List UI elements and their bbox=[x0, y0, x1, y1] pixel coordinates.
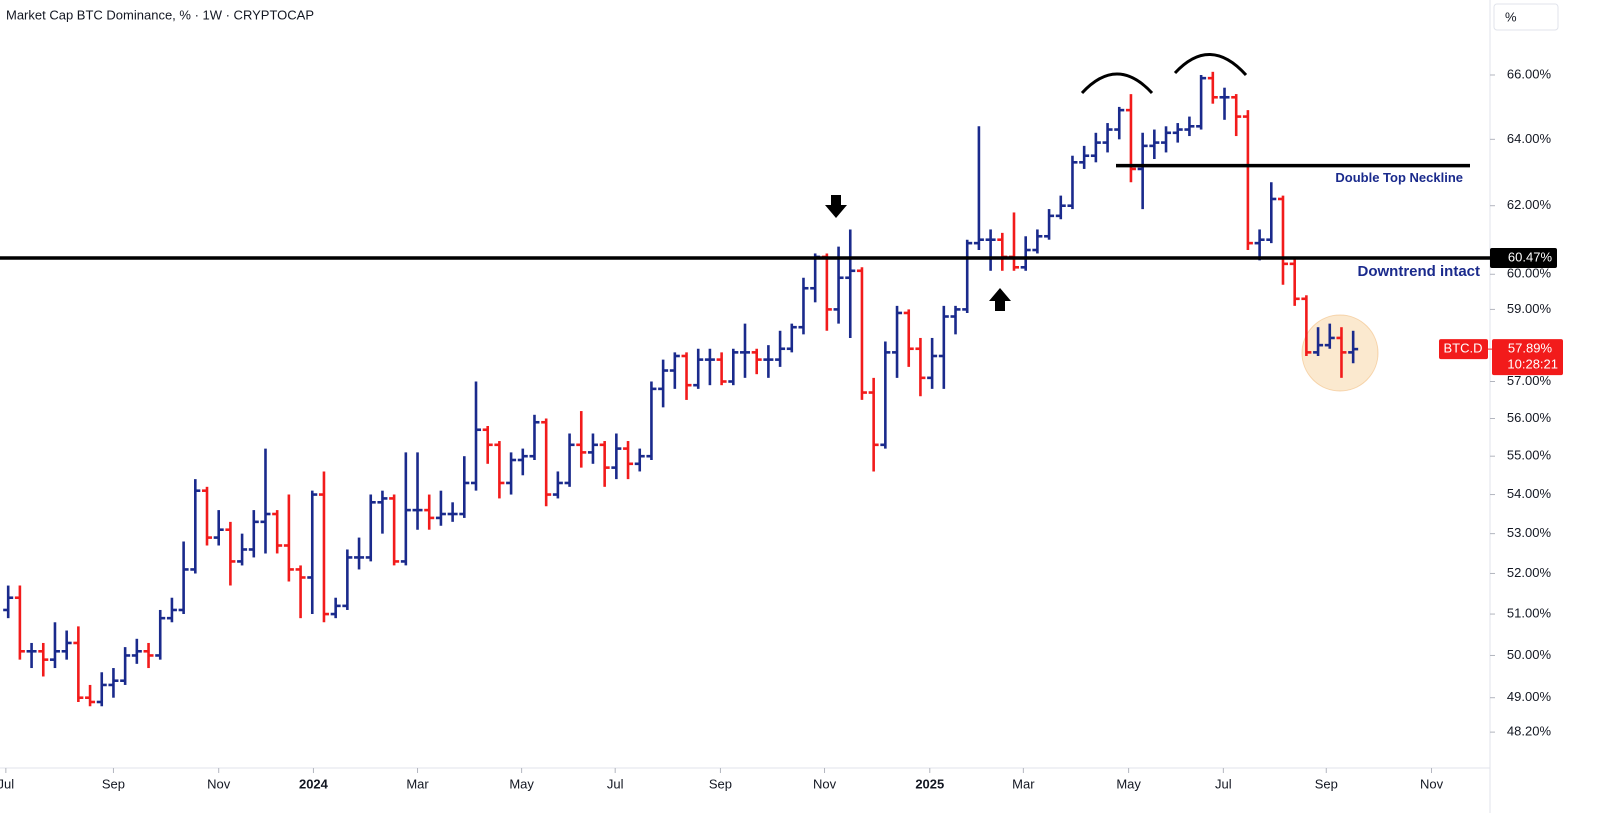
y-tick-label: 52.00% bbox=[1507, 565, 1552, 580]
y-tick-label: 66.00% bbox=[1507, 66, 1552, 81]
y-tick-label: 53.00% bbox=[1507, 525, 1552, 540]
x-tick-label: 2024 bbox=[299, 776, 329, 791]
top-arc bbox=[1173, 53, 1248, 77]
axis-unit[interactable]: % bbox=[1505, 9, 1517, 24]
neckline-label: Double Top Neckline bbox=[1335, 170, 1463, 185]
down-arrow bbox=[825, 195, 847, 218]
x-tick-label: Sep bbox=[709, 776, 732, 791]
x-tick-label: Jul bbox=[0, 776, 14, 791]
x-tick-label: Mar bbox=[406, 776, 429, 791]
y-tick-label: 49.00% bbox=[1507, 689, 1552, 704]
x-tick-label: Mar bbox=[1012, 776, 1035, 791]
x-tick-label: Nov bbox=[1420, 776, 1444, 791]
y-tick-label: 57.00% bbox=[1507, 373, 1552, 388]
symbol-tag bbox=[1439, 339, 1488, 360]
x-tick-label: Jul bbox=[607, 776, 624, 791]
y-tick-label: 55.00% bbox=[1507, 448, 1552, 463]
symbol-label: BTC.D bbox=[1444, 341, 1483, 356]
x-tick-label: May bbox=[509, 776, 534, 791]
y-tick-label: 50.00% bbox=[1507, 647, 1552, 662]
x-tick-label: 2025 bbox=[915, 776, 944, 791]
level-tag bbox=[1490, 247, 1557, 268]
up-arrow bbox=[989, 288, 1011, 311]
countdown-label: 10:28:21 bbox=[1507, 357, 1558, 372]
price-tag bbox=[1492, 339, 1563, 376]
y-tick-label: 56.00% bbox=[1507, 410, 1552, 425]
y-tick-label: 54.00% bbox=[1507, 486, 1552, 501]
price-label: 57.89% bbox=[1508, 341, 1553, 356]
x-tick-label: Sep bbox=[102, 776, 125, 791]
x-tick-label: May bbox=[1116, 776, 1141, 791]
top-arc bbox=[1080, 72, 1154, 95]
plot bbox=[3, 71, 1359, 707]
y-tick-label: 60.00% bbox=[1507, 266, 1552, 281]
x-tick-label: Nov bbox=[207, 776, 231, 791]
unit-box[interactable] bbox=[1493, 3, 1559, 31]
x-tick-label: Jul bbox=[1215, 776, 1232, 791]
y-tick-label: 64.00% bbox=[1507, 131, 1552, 146]
annotation: Downtrend intact bbox=[1358, 263, 1481, 280]
y-tick-label: 62.00% bbox=[1507, 197, 1552, 212]
y-tick-label: 48.20% bbox=[1507, 724, 1552, 739]
y-tick-label: 51.00% bbox=[1507, 605, 1552, 620]
x-tick-label: Nov bbox=[813, 776, 837, 791]
highlight-circle bbox=[1301, 314, 1379, 392]
y-tick-label: 59.00% bbox=[1507, 301, 1552, 316]
x-tick-label: Sep bbox=[1315, 776, 1338, 791]
chart-title: Market Cap BTC Dominance, % · 1W · CRYPT… bbox=[6, 7, 314, 22]
level-label: 60.47% bbox=[1508, 249, 1553, 264]
